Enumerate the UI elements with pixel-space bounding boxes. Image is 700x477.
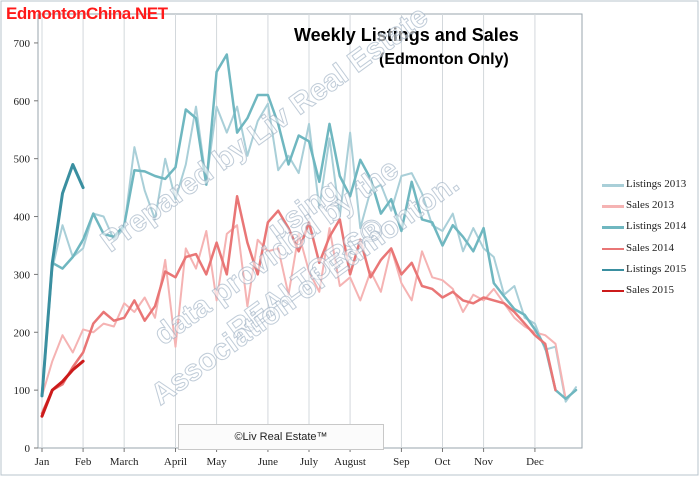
x-tick-label: May — [206, 456, 227, 468]
legend-label: Sales 2013 — [626, 199, 674, 212]
x-tick-label: Feb — [75, 456, 92, 468]
y-tick-label: 600 — [14, 96, 31, 108]
y-tick-label: 400 — [14, 212, 31, 224]
x-tick-label: March — [110, 456, 139, 468]
x-tick-label: April — [164, 456, 187, 468]
series-line-sales-2015 — [40, 359, 85, 418]
x-tick-label: Nov — [474, 456, 493, 468]
series-line-listings-2014 — [40, 53, 578, 401]
chart-title: Weekly Listings and Sales — [294, 25, 519, 45]
x-tick-label: Oct — [435, 456, 451, 468]
x-tick-label: Dec — [526, 456, 544, 468]
legend-swatch — [602, 184, 624, 187]
plot-area — [37, 13, 583, 449]
legend-swatch — [602, 226, 624, 229]
legend-label: Sales 2014 — [626, 241, 674, 254]
legend-swatch — [602, 205, 624, 208]
x-tick-label: Jan — [35, 456, 50, 468]
chart-subtitle: (Edmonton Only) — [379, 51, 509, 68]
y-tick-label: 200 — [14, 327, 31, 339]
x-tick-label: Sep — [393, 456, 410, 468]
y-tick-label: 700 — [14, 38, 31, 50]
legend-label: Listings 2015 — [626, 262, 687, 275]
y-tick-label: 100 — [14, 385, 31, 397]
series-line-listings-2015 — [40, 163, 85, 398]
x-tick-label: July — [300, 456, 319, 468]
y-tick-label: 0 — [25, 443, 31, 455]
legend-label: Listings 2014 — [626, 220, 687, 233]
copyright-box: ©Liv Real Estate™ — [178, 424, 384, 450]
site-watermark: EdmontonChina.NET — [6, 4, 168, 23]
series-line-sales-2014 — [40, 195, 557, 415]
x-tick-label: August — [334, 456, 366, 468]
legend-swatch — [602, 247, 624, 251]
y-tick-label: 300 — [14, 269, 31, 281]
x-tick-label: June — [258, 456, 278, 468]
legend-swatch — [602, 289, 624, 293]
legend-label: Sales 2015 — [626, 283, 674, 296]
legend-label: Listings 2013 — [626, 178, 687, 190]
series-line-sales-2013 — [41, 224, 577, 400]
y-tick-label: 500 — [14, 154, 31, 166]
legend-swatch — [602, 268, 624, 272]
